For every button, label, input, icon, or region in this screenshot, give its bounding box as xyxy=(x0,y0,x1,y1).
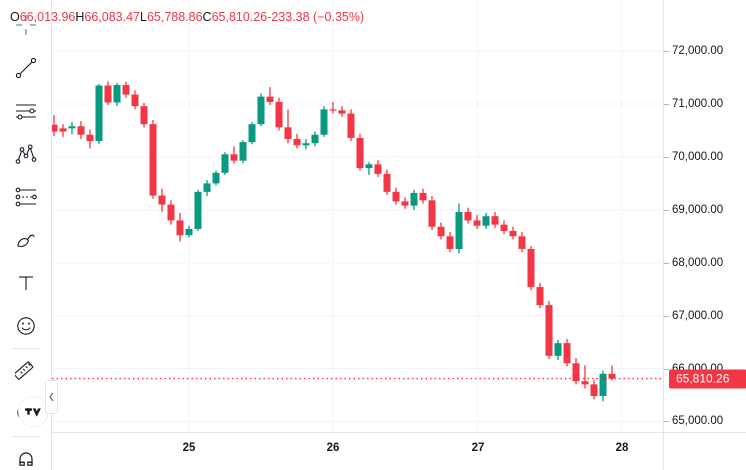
ohlc-legend[interactable]: O66,013.96H66,083.47L65,788.86C65,810.26… xyxy=(10,9,364,25)
price-tick-label: 67,000.00 xyxy=(664,310,746,322)
time-tick-label: 27 xyxy=(471,442,485,454)
legend-low-label: L xyxy=(139,10,147,24)
trend-line-tool[interactable] xyxy=(7,49,45,87)
measure-ruler-tool[interactable] xyxy=(7,352,45,390)
toolbar-divider-2 xyxy=(11,436,40,437)
last-price-tag: 65,810.26 xyxy=(669,369,746,389)
legend-high-value: 66,083.47 xyxy=(84,10,140,24)
time-tick-label: 28 xyxy=(615,442,629,454)
price-tick-label: 65,000.00 xyxy=(664,415,746,427)
price-tick-label: 71,000.00 xyxy=(664,98,746,110)
price-tick-label: 72,000.00 xyxy=(664,45,746,57)
legend-open-label: O xyxy=(10,10,20,24)
legend-open-value: 66,013.96 xyxy=(19,10,76,24)
fib-retracement-tool[interactable] xyxy=(7,178,45,216)
time-scale-axis[interactable]: 25 26 27 28 xyxy=(52,432,663,470)
price-tick-dash xyxy=(664,368,669,370)
price-scale-axis[interactable]: 65,000.0066,000.0067,000.0068,000.0069,0… xyxy=(663,0,746,470)
legend-change-value: -233.38 (−0.35%) xyxy=(267,10,365,24)
toolbar-divider xyxy=(11,348,40,349)
price-tick-dash xyxy=(664,209,669,211)
horizontal-lines-tool[interactable] xyxy=(7,92,45,130)
price-tick-label: 70,000.00 xyxy=(664,151,746,163)
legend-close-value: 65,810.26 xyxy=(211,10,268,24)
price-tick-dash xyxy=(664,51,669,53)
toolbar-collapse-chevron-icon: ❮ xyxy=(48,392,55,401)
price-tick-dash xyxy=(664,315,669,317)
time-tick-label: 26 xyxy=(326,442,340,454)
brush-tool[interactable] xyxy=(7,221,45,259)
time-tick-label: 25 xyxy=(182,442,196,454)
emoji-tool[interactable] xyxy=(7,307,45,345)
price-tick-dash xyxy=(664,156,669,158)
chart-gridlines xyxy=(52,0,663,432)
legend-close-label: C xyxy=(202,10,212,24)
chart-canvas-area[interactable] xyxy=(52,0,663,470)
price-tick-dash xyxy=(664,421,669,423)
price-tick-label: 68,000.00 xyxy=(664,257,746,269)
axis-corner xyxy=(663,432,746,470)
magnet-tool[interactable] xyxy=(7,440,45,470)
drawing-toolbar: ❮ xyxy=(0,0,58,470)
elliott-wave-tool[interactable] xyxy=(7,135,45,173)
text-tool[interactable] xyxy=(7,264,45,302)
toolbar-collapse-handle[interactable]: ❮ xyxy=(45,380,58,414)
crosshair-cursor-tool[interactable] xyxy=(7,6,45,44)
tradingview-logo-button[interactable] xyxy=(18,396,49,427)
price-tick-label: 69,000.00 xyxy=(664,204,746,216)
legend-high-label: H xyxy=(75,10,85,24)
last-price-line xyxy=(52,377,663,380)
tradingview-logo xyxy=(25,408,41,417)
legend-low-value: 65,788.86 xyxy=(146,10,203,24)
price-tick-dash xyxy=(664,104,669,106)
candlestick-series xyxy=(52,81,616,402)
price-tick-dash xyxy=(664,262,669,264)
